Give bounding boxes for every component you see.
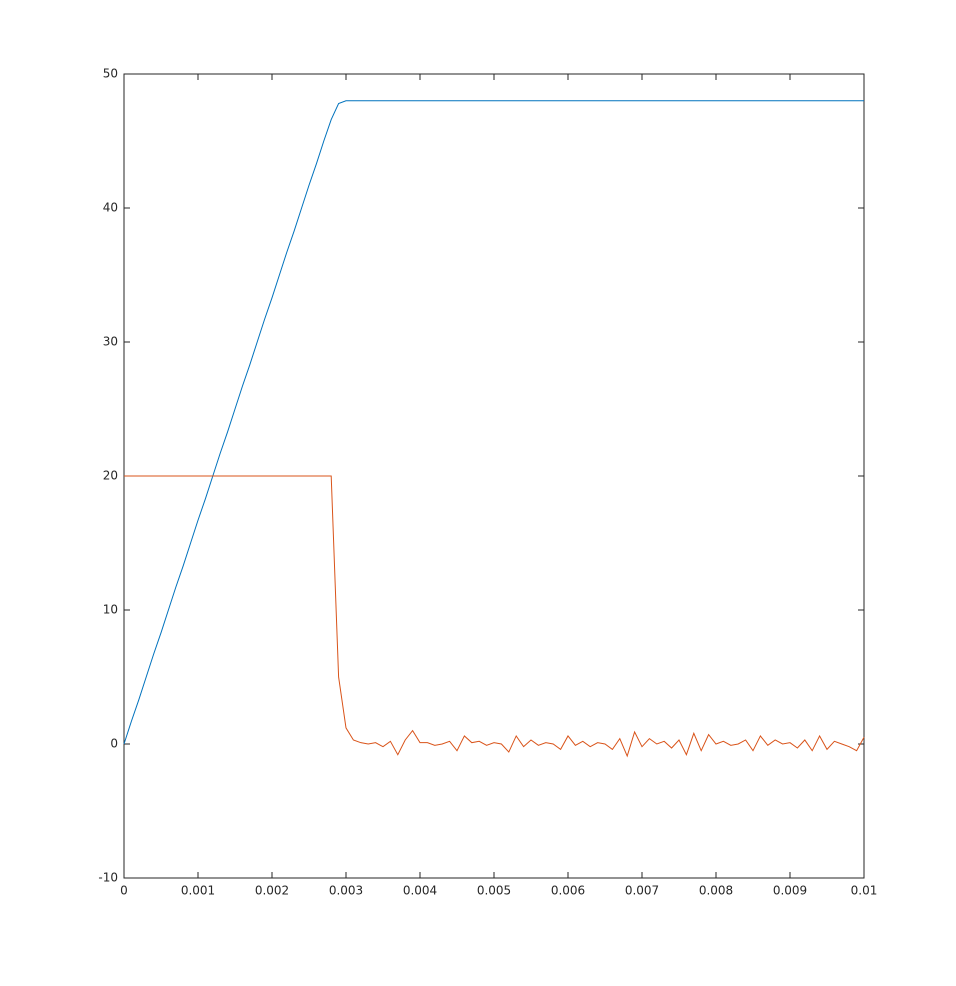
y-tick-label: 40 — [103, 201, 118, 215]
data-line — [123, 100, 864, 745]
x-tick-label: 0.006 — [551, 884, 585, 898]
y-tick-label: 10 — [103, 603, 118, 617]
x-tick-label: 0.005 — [477, 884, 511, 898]
y-tick-label: 20 — [103, 469, 118, 483]
x-tick-label: 0.002 — [255, 884, 289, 898]
y-tick-label: -10 — [98, 871, 118, 885]
x-tick-label: 0.003 — [329, 884, 363, 898]
x-tick-label: 0.007 — [625, 884, 659, 898]
x-tick-label: 0 — [120, 884, 128, 898]
y-tick-label: 30 — [103, 335, 118, 349]
x-tick-label: 0.009 — [773, 884, 807, 898]
x-tick-label: 0.008 — [699, 884, 733, 898]
x-tick-label: 0.01 — [851, 884, 878, 898]
data-line — [124, 475, 865, 758]
x-tick-label: 0.001 — [181, 884, 215, 898]
y-tick-label: 50 — [103, 67, 118, 81]
x-tick-label: 0.004 — [403, 884, 437, 898]
y-tick-label: 0 — [110, 737, 118, 751]
